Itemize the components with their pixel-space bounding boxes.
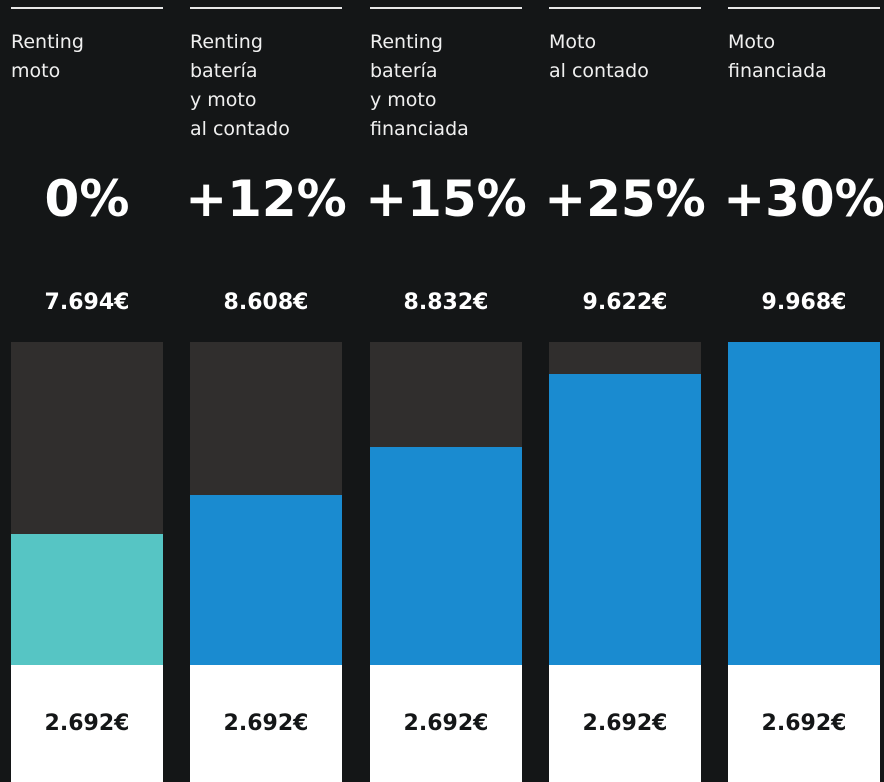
top-rule [11,7,163,9]
bar-fill [370,447,522,665]
label-line: Renting [190,31,263,53]
total-cost: 9.968€ [761,290,847,315]
column: Moto al contado +25% 9.622€ 2.692€ [544,0,706,782]
bar-fill [549,374,701,665]
column-label: Renting moto [11,28,84,86]
label-line: Moto [549,31,597,53]
bar-fill [728,342,880,665]
column: Renting batería y moto financiada +15% 8.832€… [365,0,527,782]
label-line: y moto [370,89,437,111]
percent-change: +15% [365,170,527,228]
label-line: moto [11,60,61,82]
base-cost: 2.692€ [370,665,522,782]
column: Renting batería y moto al contado +12% 8.608€… [185,0,347,782]
percent-change: 0% [44,170,130,228]
base-cost: 2.692€ [728,665,880,782]
top-rule [728,7,880,9]
label-line: Renting [370,31,443,53]
bar-fill [190,495,342,665]
column-label: Moto financiada [728,28,827,86]
column-label: Renting batería y moto financiada [370,28,469,144]
total-cost: 8.832€ [403,290,489,315]
bar-fill [11,534,163,665]
label-line: Renting [11,31,84,53]
label-line: batería [370,60,438,82]
column: Renting moto 0% 7.694€ 2.692€ [11,0,163,782]
base-cost: 2.692€ [11,665,163,782]
label-line: y moto [190,89,257,111]
label-line: financiada [728,60,827,82]
top-rule [549,7,701,9]
column-label: Renting batería y moto al contado [190,28,290,144]
column: Moto financiada +30% 9.968€ 2.692€ [723,0,884,782]
total-cost: 8.608€ [223,290,309,315]
total-cost: 9.622€ [582,290,668,315]
label-line: al contado [549,60,649,82]
base-cost: 2.692€ [190,665,342,782]
percent-change: +30% [723,170,884,228]
top-rule [190,7,342,9]
percent-change: +12% [185,170,347,228]
top-rule [370,7,522,9]
label-line: batería [190,60,258,82]
label-line: financiada [370,118,469,140]
percent-change: +25% [544,170,706,228]
column-label: Moto al contado [549,28,649,86]
base-cost: 2.692€ [549,665,701,782]
total-cost: 7.694€ [44,290,130,315]
label-line: Moto [728,31,776,53]
label-line: al contado [190,118,290,140]
